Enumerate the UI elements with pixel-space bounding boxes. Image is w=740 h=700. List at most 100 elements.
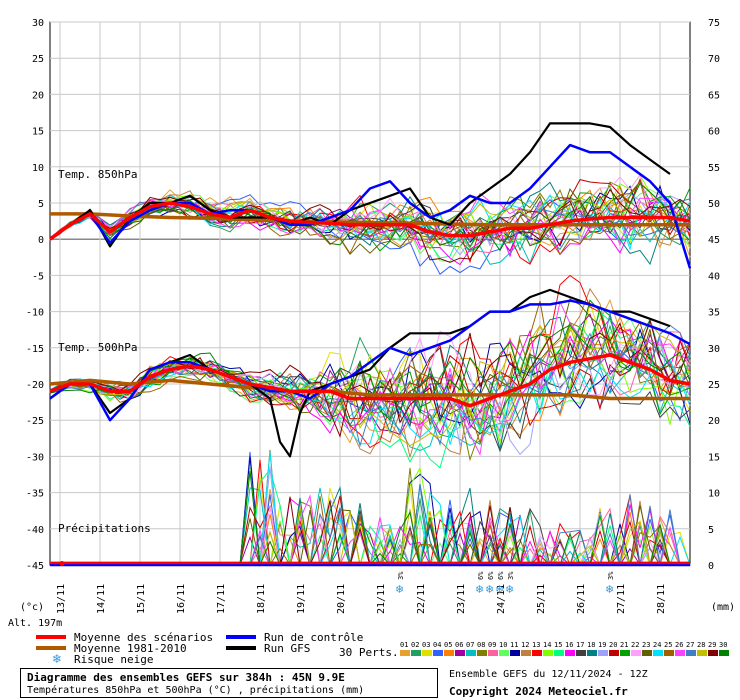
x-tick-label: 28/11 <box>656 584 667 614</box>
snow-pct-label: 6% <box>497 571 505 580</box>
x-tick-label: 18/11 <box>256 584 267 614</box>
pert-swatch <box>466 650 476 656</box>
pert-swatch <box>609 650 619 656</box>
legend-snow-label: Risque neige <box>74 653 153 666</box>
right-tick-label: 65 <box>708 90 720 101</box>
pert-number: 06 <box>455 641 463 649</box>
legend-perts-label: 30 Perts. <box>339 646 399 659</box>
copyright: Copyright 2024 Meteociel.fr <box>449 685 628 698</box>
pert-number: 12 <box>521 641 529 649</box>
x-tick-label: 15/11 <box>136 584 147 614</box>
pert-number: 08 <box>477 641 485 649</box>
pert-swatch <box>587 650 597 656</box>
title-box: Diagramme des ensembles GEFS sur 384h : … <box>20 668 438 698</box>
panel-label-t850: Temp. 850hPa <box>58 168 137 181</box>
x-tick-label: 24/11 <box>496 584 507 614</box>
pert-number: 21 <box>620 641 628 649</box>
pert-number: 25 <box>664 641 672 649</box>
snow-icon: ❄ <box>485 583 494 596</box>
x-tick-label: 27/11 <box>616 584 627 614</box>
right-axis-unit: (mm) <box>711 602 735 613</box>
pert-swatch <box>631 650 641 656</box>
right-tick-label: 55 <box>708 163 720 174</box>
right-tick-label: 50 <box>708 199 720 210</box>
right-tick-label: 30 <box>708 344 720 355</box>
pert-number: 17 <box>576 641 584 649</box>
pert-color-legend: 01 02 03 04 05 06 07 08 09 10 11 12 13 14 15 16 17 18 19 20… <box>400 641 729 656</box>
x-tick-label: 14/11 <box>96 584 107 614</box>
x-tick-label: 25/11 <box>536 584 547 614</box>
clim-t850-line <box>50 212 690 227</box>
snow-icon: ❄ <box>605 583 614 596</box>
left-tick-label: -5 <box>32 271 44 282</box>
left-tick-label: -45 <box>26 561 44 572</box>
pert-number: 14 <box>543 641 551 649</box>
right-tick-label: 40 <box>708 271 720 282</box>
left-tick-label: -10 <box>26 308 44 319</box>
right-tick-label: 70 <box>708 54 720 65</box>
snow-pct-label: 3% <box>607 571 615 580</box>
pert-number: 28 <box>697 641 705 649</box>
pert-swatch <box>455 650 465 656</box>
x-tick-label: 23/11 <box>456 584 467 614</box>
t500-member-21 <box>49 306 691 421</box>
legend-gfs-label: Run GFS <box>264 642 310 655</box>
pert-number: 20 <box>609 641 617 649</box>
t500-member-26 <box>49 300 691 457</box>
left-axis-ticks: 30 25 20 15 10 5 0 -5 -10 -15 -20 -25 -30 -35 -40 -45 <box>26 18 44 572</box>
pert-swatch <box>697 650 707 656</box>
pert-number: 05 <box>444 641 452 649</box>
pert-swatch <box>433 650 443 656</box>
right-tick-label: 75 <box>708 18 720 29</box>
altitude-label: Alt. 197m <box>8 618 62 629</box>
left-tick-label: 20 <box>32 90 44 101</box>
pert-swatch <box>444 650 454 656</box>
run-info: Ensemble GEFS du 12/11/2024 - 12Z <box>449 669 648 680</box>
pert-number: 30 <box>719 641 727 649</box>
pert-number: 10 <box>499 641 507 649</box>
pert-swatch <box>675 650 685 656</box>
left-tick-label: 15 <box>32 127 44 138</box>
pert-swatch <box>642 650 652 656</box>
pert-number: 18 <box>587 641 595 649</box>
x-tick-label: 26/11 <box>576 584 587 614</box>
pert-number: 16 <box>565 641 573 649</box>
pert-swatch <box>521 650 531 656</box>
left-tick-label: -30 <box>26 452 44 463</box>
plot-area <box>49 21 691 566</box>
control-t850-line <box>49 143 692 269</box>
t500-member-25 <box>49 300 691 445</box>
pert-number: 04 <box>433 641 441 649</box>
x-tick-label: 13/11 <box>56 584 67 614</box>
left-tick-label: -35 <box>26 489 44 500</box>
chart-subtitle: Températures 850hPa et 500hPa (°C) , pré… <box>27 685 365 696</box>
pert-number: 03 <box>422 641 430 649</box>
pert-swatch <box>686 650 696 656</box>
right-tick-label: 25 <box>708 380 720 391</box>
left-tick-label: -25 <box>26 416 44 427</box>
pert-number: 26 <box>675 641 683 649</box>
pert-swatch <box>543 650 553 656</box>
legend-clim-label: Moyenne 1981-2010 <box>74 642 187 655</box>
snow-risk-markers: 3%❄6%❄6%❄6%❄3%❄3%❄ <box>395 571 615 596</box>
snow-pct-label: 3% <box>397 571 405 580</box>
panel-label-precip: Précipitations <box>58 522 151 535</box>
x-tick-label: 19/11 <box>296 584 307 614</box>
pert-number: 15 <box>554 641 562 649</box>
pert-swatch <box>477 650 487 656</box>
left-tick-label: -20 <box>26 380 44 391</box>
x-tick-label: 21/11 <box>376 584 387 614</box>
pert-number: 19 <box>598 641 606 649</box>
pert-swatch <box>653 650 663 656</box>
x-tick-label: 22/11 <box>416 584 427 614</box>
pert-number: 29 <box>708 641 716 649</box>
pert-swatch <box>499 650 509 656</box>
pert-swatch <box>620 650 630 656</box>
legend-mean-label: Moyenne des scénarios <box>74 631 213 644</box>
mean-t850-line <box>48 201 691 241</box>
left-tick-label: -40 <box>26 525 44 536</box>
pert-number: 27 <box>686 641 694 649</box>
snow-icon: ❄ <box>505 583 514 596</box>
pert-number: 22 <box>631 641 639 649</box>
